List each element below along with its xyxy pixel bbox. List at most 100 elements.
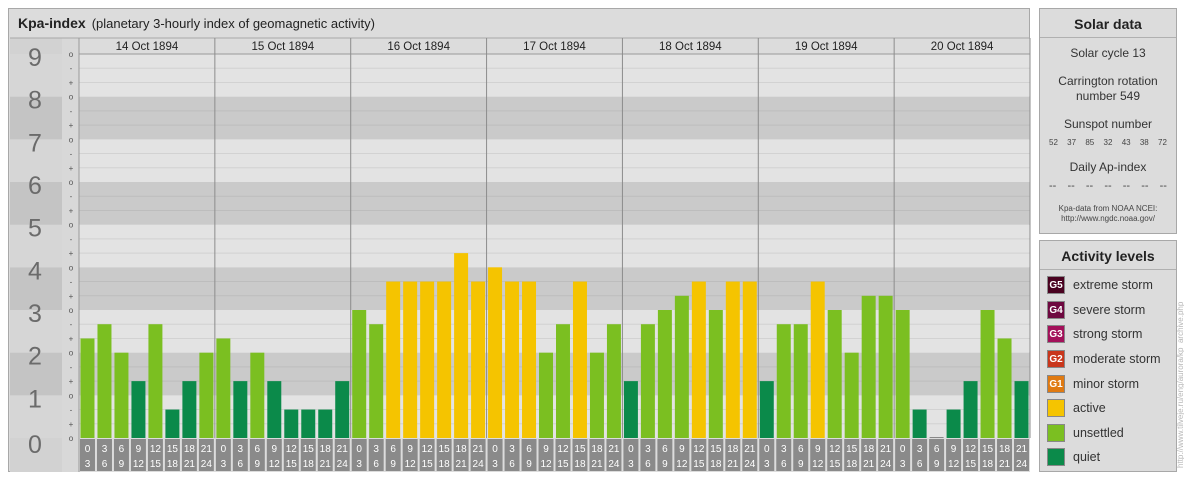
hour-label-end: 24	[880, 459, 892, 470]
hour-label-box	[963, 439, 979, 471]
hour-label-start: 3	[102, 444, 108, 455]
hour-label-end: 3	[492, 459, 498, 470]
y-subtick-label: +	[69, 292, 74, 301]
y-tick-label: 9	[28, 44, 42, 72]
kp-bar	[352, 310, 367, 438]
day-label: 20 Oct 1894	[931, 41, 994, 53]
hour-label-box	[402, 439, 418, 471]
kp-bar	[250, 352, 265, 438]
y-tick-label: 3	[28, 300, 42, 328]
y-subtick-label: -	[70, 64, 73, 73]
hour-label-box	[572, 439, 588, 471]
ap-value: --	[1067, 180, 1075, 192]
hour-label-box	[113, 439, 129, 471]
y-subtick-label: o	[69, 391, 74, 400]
y-subtick-label: +	[69, 206, 74, 215]
y-subtick-label: o	[69, 50, 74, 59]
kp-bar	[386, 281, 401, 438]
hour-label-start: 18	[863, 444, 875, 455]
hour-label-end: 6	[645, 459, 651, 470]
hour-label-start: 0	[492, 444, 498, 455]
kp-bar	[725, 281, 740, 438]
chart-title-main: Kpa-index	[18, 15, 86, 31]
day-label: 14 Oct 1894	[116, 41, 179, 53]
hour-label-box	[283, 439, 299, 471]
kp-bar	[335, 381, 350, 438]
kp-bar	[878, 295, 893, 438]
hour-label-start: 15	[846, 444, 858, 455]
hour-label-box	[1014, 439, 1029, 471]
y-subtick-label: +	[69, 420, 74, 429]
hour-label-start: 18	[320, 444, 332, 455]
hour-label-end: 24	[1016, 459, 1028, 470]
hour-label-start: 18	[456, 444, 468, 455]
hour-label-box	[555, 439, 571, 471]
hour-label-start: 15	[303, 444, 315, 455]
hour-label-box	[164, 439, 180, 471]
kp-bar	[165, 409, 180, 438]
y-subtick-label: o	[69, 221, 74, 230]
hour-label-box	[844, 439, 860, 471]
sunspot-label: Sunspot number	[1063, 117, 1153, 131]
hour-label-start: 21	[1016, 444, 1028, 455]
hour-label-start: 6	[934, 444, 940, 455]
kp-bar	[216, 338, 231, 438]
y-band-label-bg	[10, 54, 62, 97]
hour-label-end: 24	[473, 459, 485, 470]
hour-label-end: 6	[917, 459, 923, 470]
hour-label-start: 21	[201, 444, 213, 455]
y-band-label-bg	[10, 139, 62, 182]
hour-label-box	[215, 439, 231, 471]
kp-bar	[318, 409, 333, 438]
hour-label-end: 24	[337, 459, 349, 470]
subtick-column	[62, 38, 79, 472]
kp-bar	[182, 381, 197, 438]
kp-bar	[437, 281, 452, 438]
hour-label-end: 12	[676, 459, 688, 470]
hour-label-box	[929, 439, 945, 471]
kp-bar	[895, 310, 910, 438]
hour-label-box	[589, 439, 605, 471]
activity-levels-list: G5 extreme storm G4 severe storm G3 stro…	[1040, 270, 1176, 470]
y-subtick-label: +	[69, 377, 74, 386]
solar-cycle: Solar cycle 13	[1070, 46, 1146, 60]
level-label: moderate storm	[1073, 352, 1161, 367]
hour-label-box	[827, 439, 843, 471]
kp-bar	[420, 281, 435, 438]
level-swatch-quiet	[1047, 448, 1065, 467]
hour-label-end: 21	[727, 459, 739, 470]
sunspot-value: 38	[1139, 138, 1149, 147]
solar-data-title: Solar data	[1040, 9, 1176, 38]
hour-label-box	[657, 439, 673, 471]
hour-label-start: 15	[167, 444, 179, 455]
hour-label-start: 12	[557, 444, 569, 455]
hour-label-start: 12	[150, 444, 162, 455]
ap-value: --	[1049, 180, 1057, 192]
hour-label-end: 9	[390, 459, 396, 470]
hour-label-end: 18	[167, 459, 179, 470]
y-tick-label: 6	[28, 172, 42, 200]
hour-label-end: 6	[373, 459, 379, 470]
activity-levels-title: Activity levels	[1040, 241, 1176, 270]
hour-label-end: 9	[662, 459, 668, 470]
hour-label-end: 21	[184, 459, 196, 470]
level-swatch-g5: G5	[1047, 276, 1065, 295]
ap-value: --	[1085, 180, 1094, 192]
hour-label-start: 6	[390, 444, 396, 455]
sunspot-value: 37	[1067, 138, 1077, 147]
y-subtick-label: o	[69, 349, 74, 358]
hour-label-end: 9	[526, 459, 532, 470]
hour-label-box	[504, 439, 520, 471]
day-header-strip	[79, 38, 1030, 54]
kp-bar	[572, 281, 587, 438]
hour-label-box	[912, 439, 928, 471]
hour-label-box	[368, 439, 384, 471]
y-subtick-label: -	[70, 320, 73, 329]
sunspot-value: 32	[1103, 138, 1113, 147]
sunspot-value: 85	[1085, 138, 1095, 147]
level-label: unsettled	[1073, 425, 1124, 440]
hour-label-box	[606, 439, 622, 471]
hour-label-start: 6	[255, 444, 261, 455]
hour-label-start: 0	[764, 444, 770, 455]
hour-label-box	[640, 439, 656, 471]
